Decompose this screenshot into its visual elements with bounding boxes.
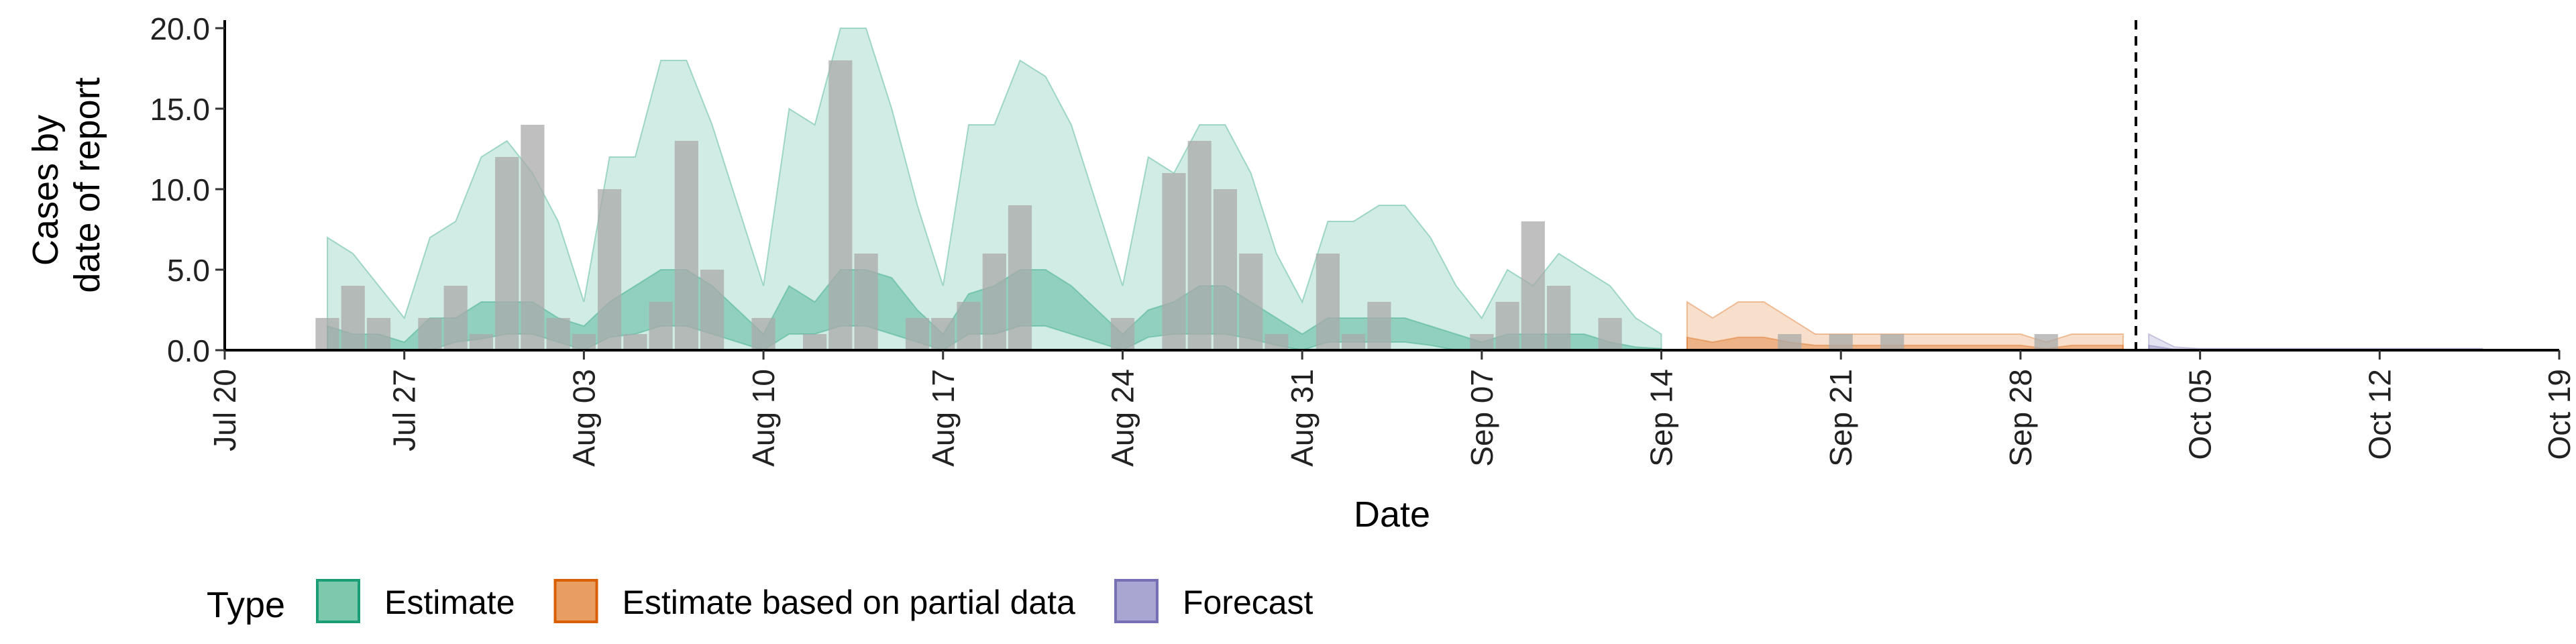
reported-case-bar [1470, 334, 1494, 350]
y-tick-label: 5.0 [167, 253, 210, 288]
reported-case-bar [1547, 286, 1571, 350]
x-axis-title: Date [1354, 494, 1430, 535]
legend-swatch [1114, 579, 1159, 623]
reported-case-bar [1110, 318, 1135, 350]
y-axis-title: Cases by date of report [25, 77, 107, 292]
x-tick-label: Aug 17 [926, 369, 961, 467]
axes-layer [223, 20, 2559, 352]
reported-case-bar [572, 334, 596, 350]
x-tick-label: Jul 27 [387, 369, 422, 451]
reported-case-bar [905, 318, 930, 350]
reported-case-bar [1342, 334, 1366, 350]
y-tick-label: 0.0 [167, 333, 210, 368]
reported-case-bar [1880, 334, 1904, 350]
y-axis-title-line-1: Cases by [25, 115, 66, 266]
reported-case-bar [1239, 254, 1263, 350]
x-tick-label: Sep 21 [1823, 369, 1858, 467]
reported-case-bar [1829, 334, 1853, 350]
x-tick-label: Oct 12 [2362, 369, 2397, 460]
reported-case-bar [957, 302, 981, 350]
y-axis-ticks: 0.0 5.0 10.0 15.0 20.0 [150, 11, 225, 368]
reported-case-bar [366, 318, 391, 350]
reported-case-bar [315, 318, 339, 350]
legend-swatch [316, 579, 360, 623]
x-tick-label: Oct 05 [2183, 369, 2218, 460]
reported-case-bar [1521, 221, 1545, 350]
x-tick-label: Aug 31 [1285, 369, 1320, 467]
y-tick-label: 10.0 [150, 172, 210, 207]
reported-case-bar [674, 141, 698, 350]
reported-case-bar [598, 189, 622, 350]
reported-case-bar [1598, 318, 1622, 350]
reported-case-bar [623, 334, 647, 350]
reported-case-bar [341, 286, 365, 350]
reported-case-bar [521, 125, 545, 350]
legend-label: Estimate based on partial data [623, 584, 1076, 621]
x-tick-label: Sep 28 [2003, 369, 2038, 467]
reported-case-bar [1162, 173, 1186, 350]
legend-title: Type [207, 585, 285, 625]
x-tick-label: Aug 10 [746, 369, 781, 467]
reported-case-bar [1316, 254, 1340, 350]
x-axis-ticks: Jul 20 Jul 27 Aug 03 Aug 10 Aug 17 Aug 24 Aug … [207, 350, 2576, 467]
reported-case-bar [854, 254, 878, 350]
reported-case-bar [751, 318, 775, 350]
legend-label: Estimate [384, 584, 515, 621]
reported-case-bar [1495, 302, 1519, 350]
y-axis-title-line-2: date of report [67, 77, 107, 292]
x-tick-label: Aug 03 [566, 369, 601, 467]
reported-case-bar [1187, 141, 1212, 350]
reported-case-bar [1778, 334, 1802, 350]
reported-case-bar [649, 302, 673, 350]
legend-label: Forecast [1183, 584, 1313, 621]
reported-case-bar [443, 286, 468, 350]
x-tick-label: Jul 20 [207, 369, 242, 451]
reported-case-bar [931, 318, 955, 350]
reported-cases-layer [315, 60, 2058, 350]
reported-case-bar [1008, 205, 1032, 350]
y-tick-label: 15.0 [150, 92, 210, 127]
y-tick-label: 20.0 [150, 11, 210, 46]
x-tick-label: Oct 19 [2542, 369, 2576, 460]
reported-case-bar [418, 318, 442, 350]
reported-case-bar [546, 318, 570, 350]
legend-swatch [553, 579, 598, 623]
reported-case-bar [2034, 334, 2058, 350]
reported-case-bar [803, 334, 827, 350]
x-tick-label: Sep 07 [1464, 369, 1499, 467]
reported-case-bar [1213, 189, 1237, 350]
reported-case-bar [982, 254, 1006, 350]
legend: Type Estimate Estimate based on partial d… [207, 579, 1313, 625]
reported-case-bar [828, 60, 853, 350]
reported-case-bar [700, 270, 724, 350]
reported-case-bar [1367, 302, 1391, 350]
x-tick-label: Aug 24 [1106, 369, 1140, 467]
reported-case-bar [1265, 334, 1289, 350]
forecast-band-90 [2148, 333, 2483, 351]
reported-case-bar [469, 334, 493, 350]
reported-case-bar [495, 157, 519, 350]
x-tick-label: Sep 14 [1644, 369, 1679, 467]
